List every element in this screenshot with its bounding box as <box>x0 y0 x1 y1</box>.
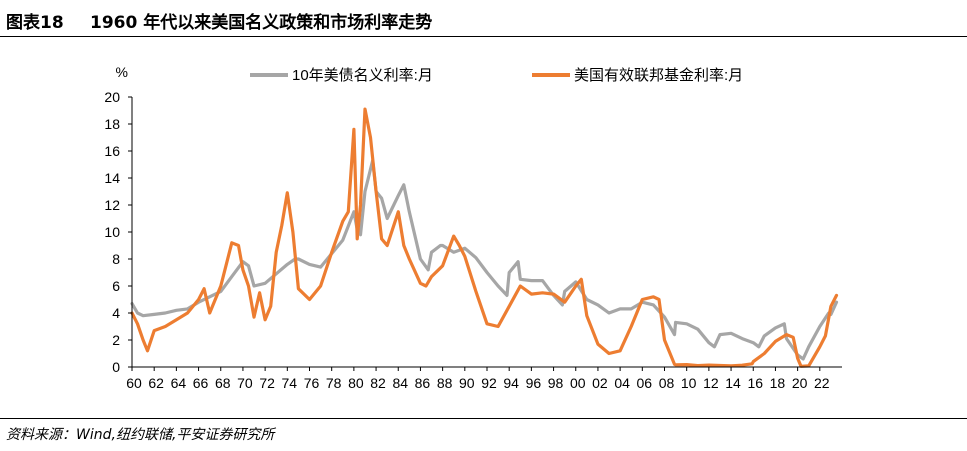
y-tick-label: 2 <box>112 332 120 348</box>
x-tick-label: 66 <box>193 375 209 391</box>
x-tick-label: 74 <box>282 375 298 391</box>
figure-number: 图表18 <box>6 13 64 33</box>
x-tick-label: 78 <box>326 375 342 391</box>
x-tick-label: 62 <box>148 375 164 391</box>
x-tick-label: 20 <box>792 375 808 391</box>
x-tick-label: 84 <box>392 375 408 391</box>
x-tick-label: 88 <box>437 375 453 391</box>
y-tick-label: 14 <box>104 170 120 186</box>
x-tick-label: 68 <box>215 375 231 391</box>
x-tick-label: 94 <box>503 375 519 391</box>
x-tick-label: 72 <box>259 375 275 391</box>
x-tick-label: 06 <box>637 375 653 391</box>
y-tick-label: 6 <box>112 278 120 294</box>
x-tick-label: 10 <box>681 375 697 391</box>
x-tick-label: 18 <box>770 375 786 391</box>
y-tick-label: 4 <box>112 305 120 321</box>
x-tick-label: 02 <box>592 375 608 391</box>
y-tick-label: 8 <box>112 251 120 267</box>
legend-label: 美国有效联邦基金利率:月 <box>574 67 743 84</box>
series-line-fed-funds <box>130 107 839 368</box>
x-tick-label: 98 <box>548 375 564 391</box>
x-axis: 60 62 64 66 68 70 72 74 76 78 80 82 84 86 88 90 92 94 96 98… <box>126 366 842 391</box>
y-tick-label: 10 <box>104 224 120 240</box>
series-group <box>130 107 839 368</box>
x-tick-label: 70 <box>237 375 253 391</box>
header-rule <box>0 36 967 37</box>
legend-label: 10年美债名义利率:月 <box>292 67 433 84</box>
y-tick-label: 18 <box>104 116 120 132</box>
x-tick-label: 16 <box>747 375 763 391</box>
y-tick-label: 0 <box>112 359 120 375</box>
y-tick-label: 20 <box>104 89 120 105</box>
footer-rule <box>0 418 967 419</box>
figure-title: 1960 年代以来美国名义政策和市场利率走势 <box>90 13 433 33</box>
y-tick-label: 12 <box>104 197 120 213</box>
x-tick-label: 60 <box>126 375 142 391</box>
series-line-10y-treasury <box>130 158 839 361</box>
chart-area: % 0 2 4 6 8 10 12 14 16 18 20 60 62 64 66 68 70 72 74 76 78 8… <box>0 40 967 410</box>
x-tick-label: 14 <box>725 375 741 391</box>
y-tick-label: 16 <box>104 143 120 159</box>
x-tick-label: 64 <box>171 375 187 391</box>
x-tick-label: 12 <box>703 375 719 391</box>
x-tick-label: 80 <box>348 375 364 391</box>
x-tick-label: 76 <box>304 375 320 391</box>
x-tick-label: 82 <box>370 375 386 391</box>
legend: 10年美债名义利率:月 美国有效联邦基金利率:月 <box>250 67 743 84</box>
x-tick-label: 00 <box>570 375 586 391</box>
figure-header: 图表18 1960 年代以来美国名义政策和市场利率走势 <box>0 0 967 38</box>
x-tick-label: 04 <box>614 375 630 391</box>
x-tick-label: 22 <box>814 375 830 391</box>
source-note: 资料来源：Wind,纽约联储,平安证券研究所 <box>6 427 275 443</box>
x-tick-label: 90 <box>459 375 475 391</box>
y-axis-unit: % <box>116 64 128 80</box>
x-tick-label: 86 <box>415 375 431 391</box>
x-tick-label: 96 <box>526 375 542 391</box>
x-tick-label: 08 <box>659 375 675 391</box>
y-axis: % 0 2 4 6 8 10 12 14 16 18 20 <box>104 64 133 375</box>
x-tick-label: 92 <box>481 375 497 391</box>
